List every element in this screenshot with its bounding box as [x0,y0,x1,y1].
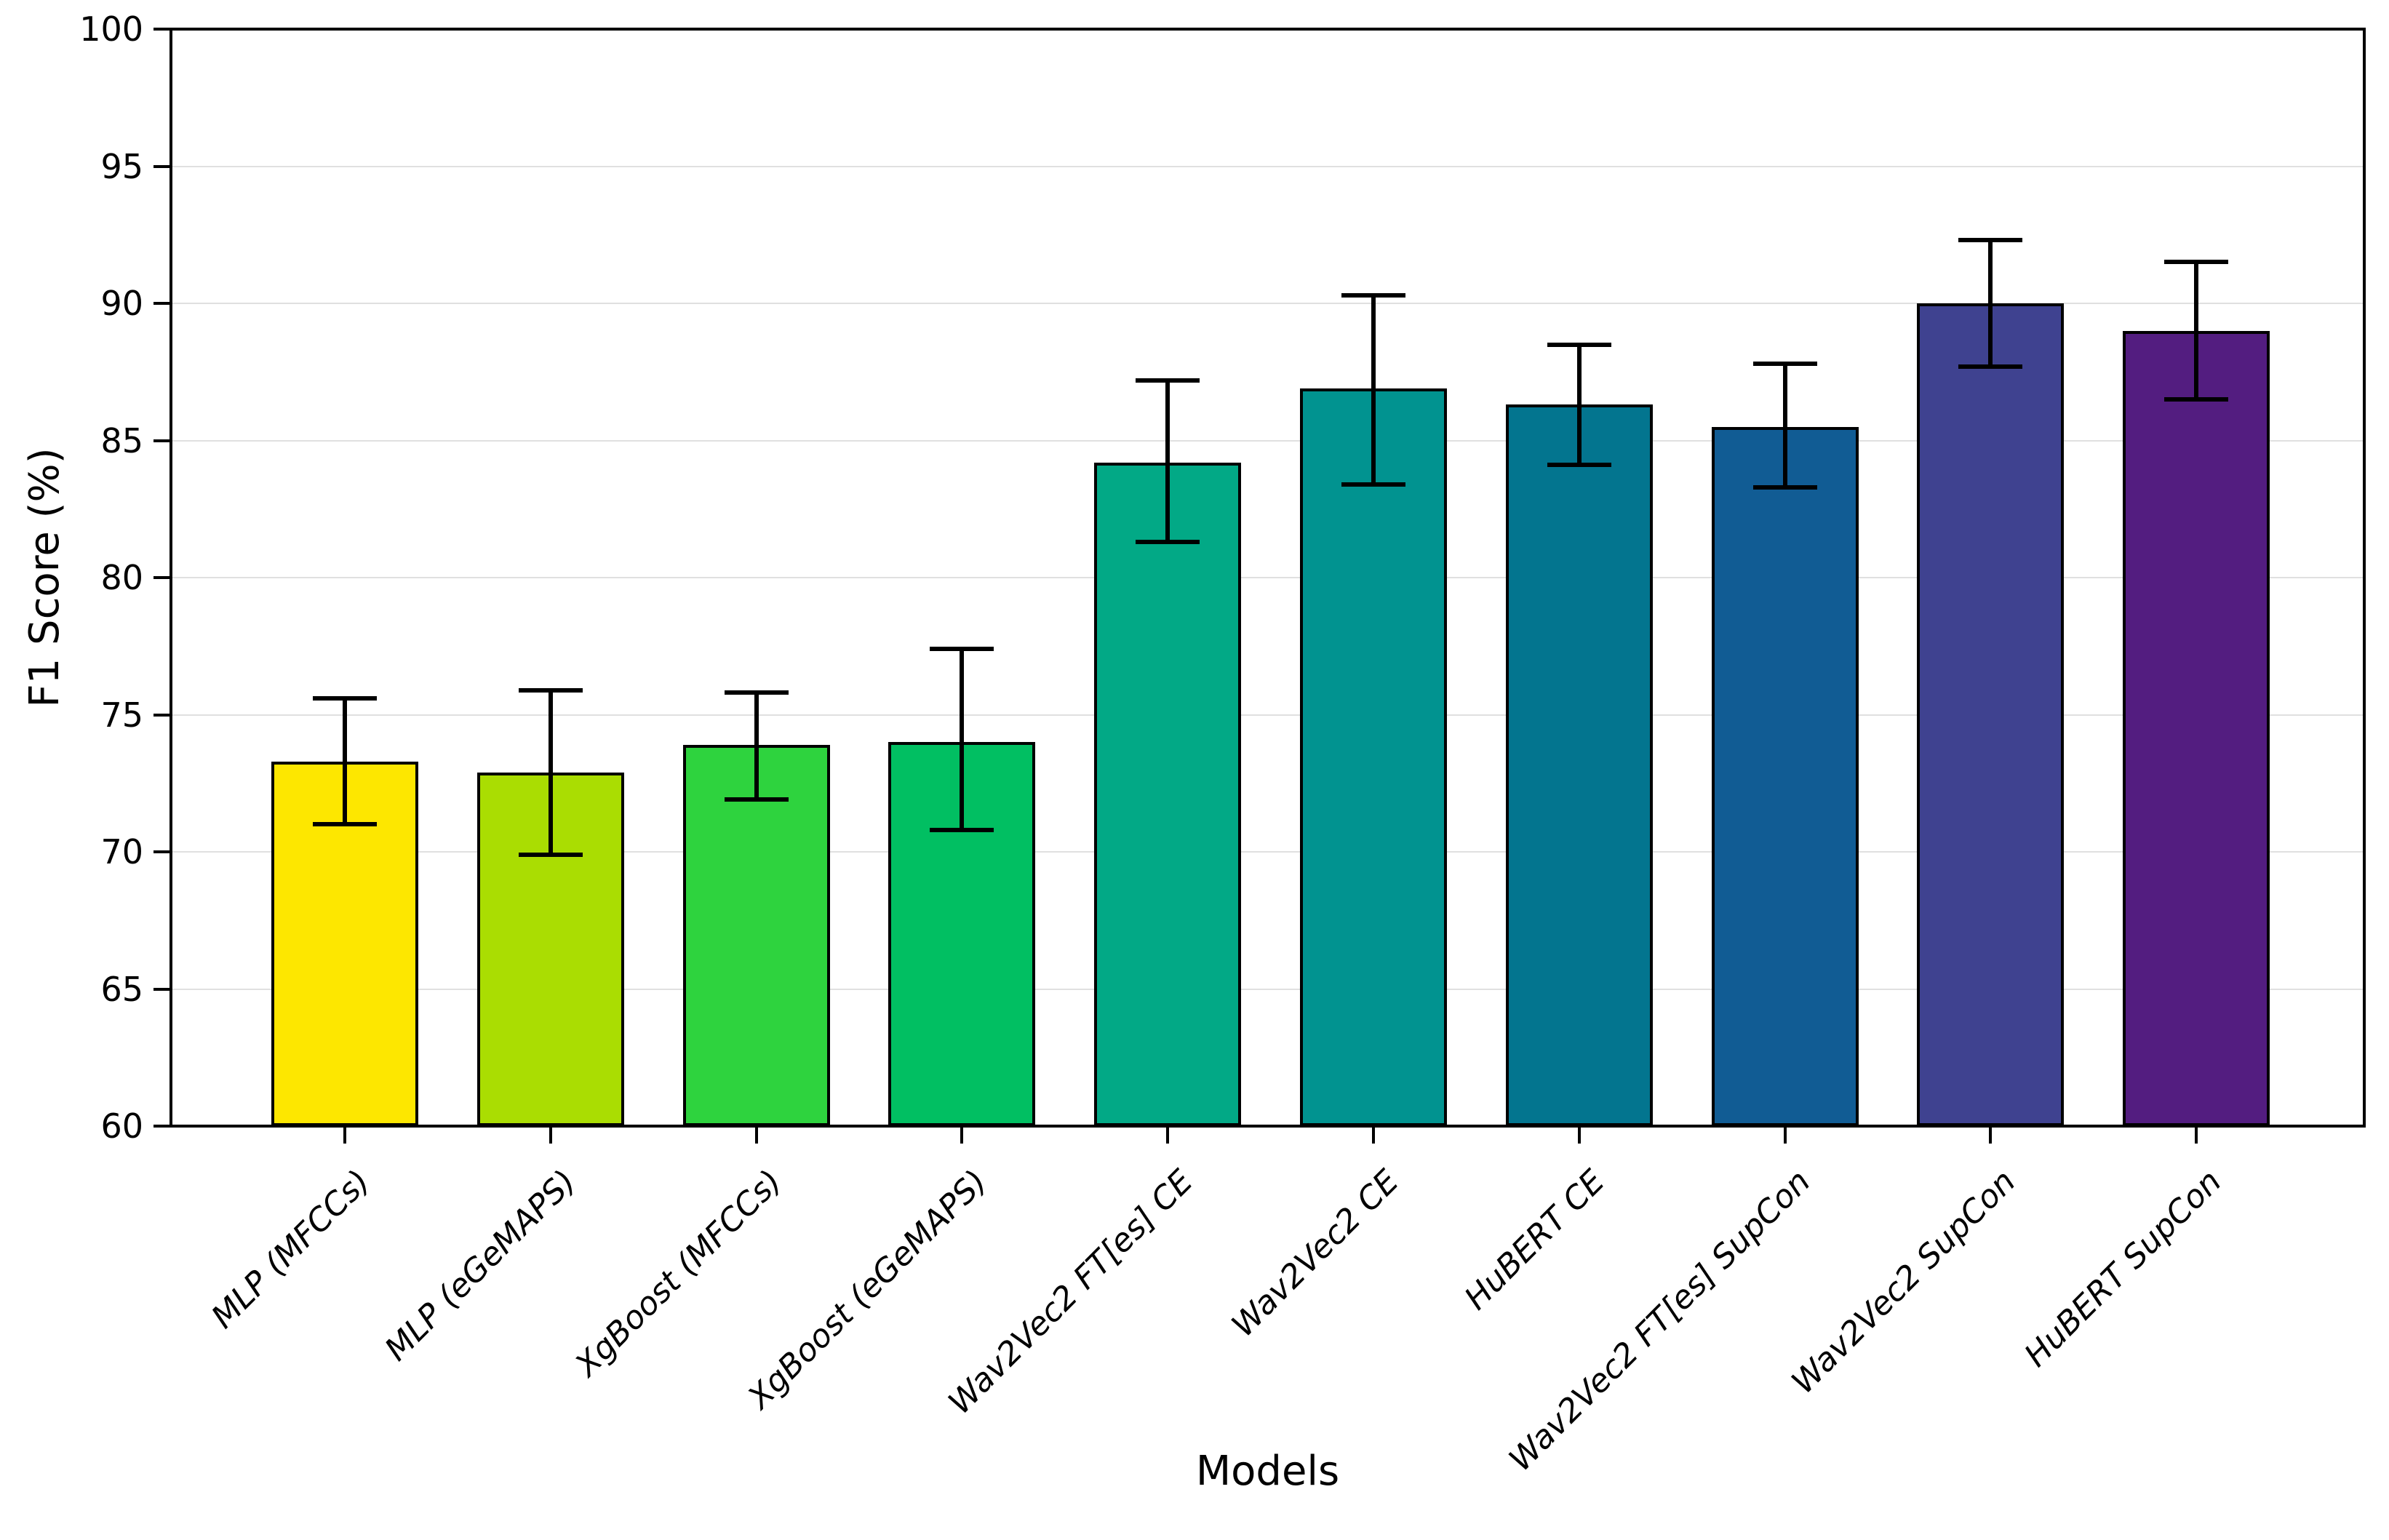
error-bar-cap-bottom-wav2vec2-ft-es-ce [1136,539,1200,544]
error-bar-cap-bottom-xgboost-mfccs [724,797,789,802]
gridline-85 [171,439,2364,442]
error-bar-cap-top-wav2vec2-ft-es-supcon [1752,361,1817,366]
y-tick-mark-75 [153,713,169,717]
y-tick-label-85: 85 [100,420,143,460]
x-tick-mark-xgboost-egemaps [960,1128,964,1144]
error-bar-cap-bottom-wav2vec2-ce [1341,482,1405,487]
error-bar-cap-top-hubert-ce [1547,342,1611,347]
y-tick-label-80: 80 [100,558,143,597]
y-tick-mark-65 [153,987,169,991]
bar-hubert-supcon [2123,330,2270,1126]
error-bar-cap-bottom-wav2vec2-ft-es-supcon [1752,484,1817,490]
error-bar-line-hubert-supcon [2194,262,2199,399]
x-tick-mark-wav2vec2-ft-es-ce [1166,1128,1170,1144]
bar-wav2vec2-supcon [1917,303,2065,1126]
error-bar-line-wav2vec2-ce [1371,295,1376,484]
error-bar-cap-top-mlp-egemaps [518,687,583,693]
y-tick-mark-90 [153,302,169,305]
gridline-80 [171,577,2364,578]
y-tick-label-75: 75 [100,695,143,735]
bar-wav2vec2-ft-es-ce [1094,462,1242,1126]
x-tick-mark-hubert-supcon [2195,1128,2198,1144]
error-bar-cap-bottom-hubert-supcon [2164,396,2229,402]
error-bar-cap-top-mlp-mfccs [313,695,377,701]
gridline-75 [171,714,2364,716]
bar-wav2vec2-ft-es-supcon [1711,426,1859,1126]
error-bar-cap-top-wav2vec2-ce [1341,292,1405,298]
y-tick-mark-80 [153,576,169,579]
error-bar-cap-bottom-mlp-egemaps [518,852,583,857]
y-tick-mark-100 [153,28,169,31]
x-tick-mark-wav2vec2-ce [1372,1128,1375,1144]
y-tick-label-70: 70 [100,832,143,871]
error-bar-cap-top-hubert-supcon [2164,260,2229,265]
error-bar-cap-bottom-xgboost-egemaps [930,827,994,832]
x-tick-mark-wav2vec2-ft-es-supcon [1783,1128,1787,1144]
x-tick-label-mlp-mfccs: MLP (MFCCs) [204,1162,378,1336]
error-bar-cap-top-xgboost-egemaps [930,647,994,652]
bar-hubert-ce [1505,404,1653,1126]
y-tick-label-90: 90 [100,284,143,323]
y-tick-label-60: 60 [100,1106,143,1146]
error-bar-cap-bottom-mlp-mfccs [313,822,377,827]
error-bar-cap-top-wav2vec2-supcon [1958,238,2023,243]
y-tick-label-95: 95 [100,146,143,186]
y-tick-label-65: 65 [100,969,143,1009]
bar-wav2vec2-ce [1300,388,1447,1126]
error-bar-cap-bottom-hubert-ce [1547,463,1611,468]
gridline-90 [171,303,2364,304]
error-bar-line-wav2vec2-supcon [1988,240,1993,367]
error-bar-cap-bottom-wav2vec2-supcon [1958,364,2023,369]
gridline-70 [171,851,2364,853]
x-tick-mark-mlp-egemaps [549,1128,552,1144]
gridline-65 [171,988,2364,990]
y-axis-title: F1 Score (%) [21,447,68,708]
y-tick-mark-95 [153,164,169,168]
x-axis-title: Models [1195,1448,1340,1495]
error-bar-line-mlp-egemaps [548,690,553,855]
error-bar-line-mlp-mfccs [343,698,347,825]
y-tick-mark-85 [153,439,169,442]
y-tick-label-100: 100 [79,9,143,49]
x-tick-mark-hubert-ce [1577,1128,1581,1144]
y-tick-mark-60 [153,1125,169,1128]
x-tick-mark-wav2vec2-supcon [1989,1128,1993,1144]
error-bar-cap-top-xgboost-mfccs [724,690,789,695]
gridline-95 [171,165,2364,167]
error-bar-line-hubert-ce [1576,344,1582,466]
bar-xgboost-egemaps [888,742,1036,1126]
error-bar-line-wav2vec2-ft-es-supcon [1782,363,1787,487]
y-tick-mark-70 [153,850,169,853]
error-bar-line-wav2vec2-ft-es-ce [1165,380,1170,542]
error-bar-line-xgboost-egemaps [960,649,965,830]
x-tick-mark-mlp-mfccs [343,1128,346,1144]
error-bar-line-xgboost-mfccs [754,693,759,800]
x-tick-mark-xgboost-mfccs [754,1128,758,1144]
error-bar-cap-top-wav2vec2-ft-es-ce [1136,378,1200,383]
bar-xgboost-mfccs [682,744,830,1126]
